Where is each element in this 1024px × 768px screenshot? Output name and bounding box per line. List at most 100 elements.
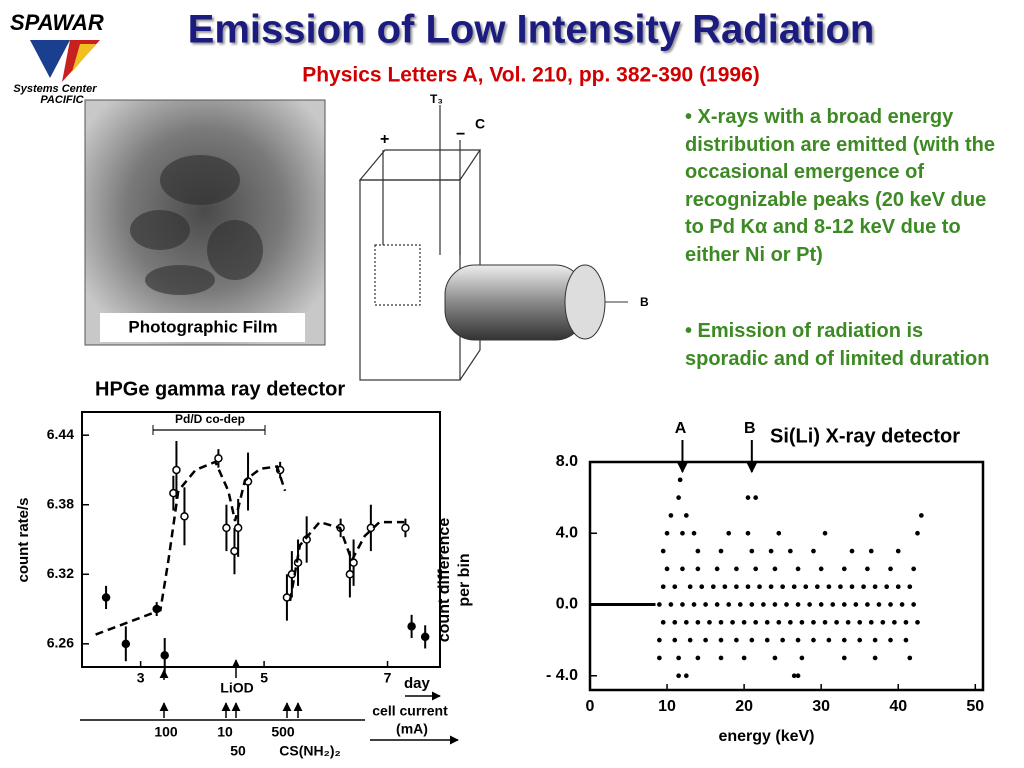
data-point xyxy=(657,637,662,643)
data-point xyxy=(745,530,751,536)
data-point xyxy=(691,530,697,536)
data-point xyxy=(745,495,751,500)
data-point xyxy=(745,584,751,590)
annotation: 100 xyxy=(154,724,178,740)
plot-frame xyxy=(81,411,441,668)
data-point xyxy=(672,584,678,590)
data-point xyxy=(676,655,681,661)
annotation: 50 xyxy=(230,743,246,759)
data-point xyxy=(768,584,774,590)
data-point xyxy=(811,619,816,625)
data-point xyxy=(683,673,689,679)
data-point xyxy=(691,602,697,607)
data-point xyxy=(849,584,855,590)
data-point xyxy=(718,548,724,554)
data-point xyxy=(160,651,169,660)
data-point xyxy=(687,584,693,590)
peak-label: A xyxy=(675,420,687,437)
bullet: • X-rays with a broad energy distributio… xyxy=(685,106,996,266)
data-point xyxy=(401,523,410,533)
data-point xyxy=(907,584,913,590)
data-point xyxy=(677,477,683,483)
data-point xyxy=(660,584,666,590)
data-point xyxy=(826,637,832,643)
data-point xyxy=(772,566,778,572)
data-point xyxy=(911,602,916,607)
y-tick-label: 6.38 xyxy=(47,495,74,511)
x-tick-label: 3 xyxy=(137,670,145,686)
data-point xyxy=(121,639,131,649)
data-point xyxy=(222,523,231,533)
data-point xyxy=(888,602,893,607)
data-point xyxy=(718,619,724,625)
data-point xyxy=(838,584,843,590)
data-point xyxy=(420,632,430,642)
data-point xyxy=(695,566,701,572)
data-point xyxy=(872,637,878,643)
slide-subtitle: Physics Letters A, Vol. 210, pp. 382-390… xyxy=(302,64,760,87)
x-tick-label: 5 xyxy=(260,670,268,686)
y-tick-label: 6.32 xyxy=(47,565,74,581)
data-point xyxy=(764,619,770,625)
data-point xyxy=(903,619,909,625)
data-point xyxy=(345,570,355,579)
data-point xyxy=(707,619,712,625)
data-point xyxy=(865,566,870,572)
diagram-label: + xyxy=(380,131,389,148)
data-point xyxy=(768,548,774,554)
data-point xyxy=(737,602,743,607)
data-point xyxy=(841,566,847,572)
data-point xyxy=(180,512,189,521)
data-point xyxy=(915,619,920,625)
x-tick-label: 7 xyxy=(384,670,392,686)
data-point xyxy=(795,637,801,643)
data-point xyxy=(753,619,759,625)
data-point xyxy=(407,622,416,631)
slide-title: Emission of Low Intensity Radiation xyxy=(188,8,875,52)
data-point xyxy=(872,655,878,661)
data-point xyxy=(734,566,739,572)
y-tick-label: 8.0 xyxy=(556,453,578,470)
data-point xyxy=(741,619,747,625)
logo-line: PACIFIC xyxy=(40,94,84,106)
data-point xyxy=(899,602,905,607)
cell-diagram xyxy=(358,105,482,381)
data-point xyxy=(919,513,924,518)
chart-title: HPGe gamma ray detector xyxy=(95,378,345,400)
fit-line xyxy=(95,460,287,636)
data-point xyxy=(722,584,728,590)
data-point xyxy=(683,619,689,625)
bullet: • Emission of radiation is sporadic and … xyxy=(685,320,990,370)
data-point xyxy=(718,637,724,643)
data-point xyxy=(668,513,674,518)
data-point xyxy=(799,655,805,661)
data-point xyxy=(911,566,916,572)
y-tick-label: 6.26 xyxy=(47,635,74,651)
data-point xyxy=(784,602,789,607)
data-point xyxy=(695,655,701,661)
y-tick-label: 4.0 xyxy=(556,524,578,541)
data-point xyxy=(683,513,689,518)
photo-caption-box xyxy=(100,313,305,342)
data-point xyxy=(664,530,670,536)
data-point xyxy=(892,619,897,625)
data-point xyxy=(841,602,847,607)
x-axis-label: day xyxy=(404,675,431,692)
data-point xyxy=(780,637,785,643)
y-axis-label: count difference per bin xyxy=(436,517,473,643)
data-point xyxy=(845,619,851,625)
data-point xyxy=(795,566,801,572)
annotation: 10 xyxy=(217,724,233,740)
data-point xyxy=(730,619,735,625)
data-point xyxy=(853,602,859,607)
data-point xyxy=(710,584,716,590)
data-point xyxy=(757,584,762,590)
data-point xyxy=(776,530,782,536)
annotation: 500 xyxy=(271,724,295,740)
photo xyxy=(84,99,326,346)
data-point xyxy=(699,584,705,590)
logo-line: Systems Center xyxy=(13,83,97,95)
data-point xyxy=(868,548,874,554)
data-point xyxy=(876,602,882,607)
annotation: CS(NH₂)₂ xyxy=(279,743,340,759)
